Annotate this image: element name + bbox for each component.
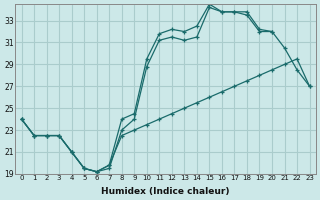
X-axis label: Humidex (Indice chaleur): Humidex (Indice chaleur) <box>101 187 230 196</box>
